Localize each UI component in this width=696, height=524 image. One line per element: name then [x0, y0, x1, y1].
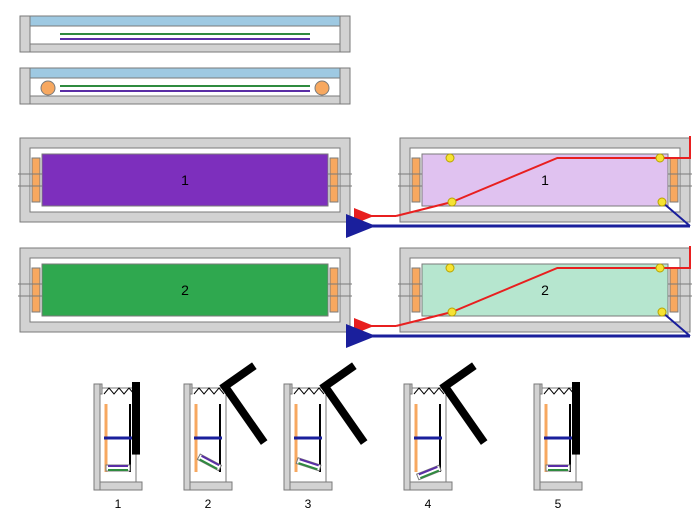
- diagram-canvas: 1 1 2 2 1 2 3 4 5: [0, 0, 696, 524]
- svg-text:1: 1: [541, 172, 549, 188]
- svg-text:1: 1: [181, 172, 189, 188]
- scanner-stage: 5: [534, 382, 582, 511]
- svg-text:5: 5: [555, 497, 562, 511]
- svg-text:1: 1: [115, 497, 122, 511]
- svg-text:2: 2: [205, 497, 212, 511]
- cross-section: [20, 16, 350, 52]
- panel-frame: 1: [370, 136, 692, 226]
- cross-section: [20, 68, 350, 104]
- panel-frame: 1: [18, 138, 352, 222]
- svg-text:3: 3: [305, 497, 312, 511]
- scanner-stage: 3: [284, 362, 394, 511]
- scanner-stage: 1: [94, 382, 142, 511]
- panel-frame: 2: [18, 248, 352, 332]
- svg-text:2: 2: [181, 282, 189, 298]
- panel-frame: 2: [370, 246, 692, 336]
- scanner-stage: 2: [184, 362, 294, 511]
- scanner-stage: 4: [404, 362, 514, 511]
- svg-text:2: 2: [541, 282, 549, 298]
- svg-text:4: 4: [425, 497, 432, 511]
